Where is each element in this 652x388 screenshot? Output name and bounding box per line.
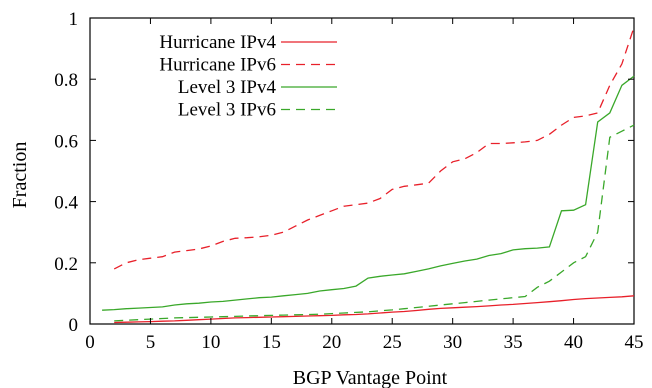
legend-label-3: Level 3 IPv6 <box>178 100 276 121</box>
x-tick-label-2: 10 <box>201 332 220 353</box>
series-line-1 <box>113 26 635 270</box>
x-tick-label-9: 45 <box>625 332 644 353</box>
y-tick-label-1: 0.2 <box>54 254 78 275</box>
y-tick-label-4: 0.8 <box>54 70 78 91</box>
y-tick-label-3: 0.6 <box>54 131 78 152</box>
y-axis-label: Fraction <box>9 142 31 209</box>
ticks-layer: 0 5 10 15 20 25 30 35 40 45 0 0.2 0.4 0.6 0.8 1 <box>54 9 643 353</box>
series-line-0 <box>114 295 635 324</box>
x-tick-label-1: 5 <box>146 332 156 353</box>
x-tick-label-3: 15 <box>262 332 281 353</box>
x-tick-label-4: 20 <box>322 332 341 353</box>
x-tick-label-6: 30 <box>443 332 462 353</box>
x-tick-label-7: 35 <box>504 332 523 353</box>
x-tick-label-0: 0 <box>85 332 95 353</box>
legend-label-2: Level 3 IPv4 <box>178 77 277 98</box>
plot-border <box>89 17 635 325</box>
legend-label-0: Hurricane IPv4 <box>159 32 276 53</box>
legend-label-1: Hurricane IPv6 <box>159 55 276 76</box>
y-tick-label-2: 0.4 <box>54 193 78 214</box>
series-line-2 <box>102 75 635 311</box>
y-tick-label-0: 0 <box>69 315 79 336</box>
x-tick-label-5: 25 <box>383 332 402 353</box>
plot-area <box>89 17 635 325</box>
x-axis-label: BGP Vantage Point <box>293 367 448 388</box>
series-line-3 <box>114 124 635 322</box>
series-layer <box>102 26 635 324</box>
x-tick-label-8: 40 <box>564 332 583 353</box>
y-tick-label-5: 1 <box>69 9 79 30</box>
